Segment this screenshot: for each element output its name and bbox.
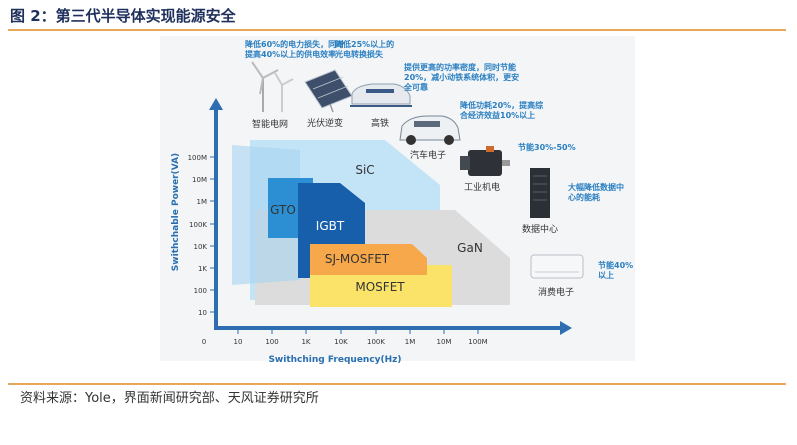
y-axis-title: Swithchable Power(VA) xyxy=(171,153,181,271)
pv-annotation-line: 降低25%以上的 xyxy=(335,39,394,49)
x-tick-label: 10K xyxy=(334,338,348,346)
y-tick-marks xyxy=(210,156,216,313)
pv-inverter-label: 光伏逆变 xyxy=(307,117,343,129)
x-tick-label: 10M xyxy=(437,338,452,346)
top-rule xyxy=(8,29,786,31)
bottom-rule xyxy=(8,383,786,385)
motor-annotation-line: 节能30%-50% xyxy=(518,142,576,152)
igbt-label: IGBT xyxy=(316,219,345,233)
x-tick-label: 1M xyxy=(405,338,416,346)
server-rack-icon xyxy=(530,168,550,218)
sj-mosfet-label: SJ-MOSFET xyxy=(325,252,390,266)
ev-annotation-line: 降低功耗20%，提高综 xyxy=(460,100,543,110)
smart-grid-annotation-line: 降低60%的电力损失，同时 xyxy=(245,39,344,49)
y-tick-label: 10K xyxy=(194,243,208,251)
ev-annotation-line: 合经济效益10%以上 xyxy=(459,110,535,120)
y-tick-label: 10M xyxy=(192,176,207,184)
high-speed-rail-label: 高铁 xyxy=(371,117,389,129)
x-axis-title: Swithching Frequency(Hz) xyxy=(268,355,401,365)
data-center-annotation-line: 大幅降低数据中 xyxy=(568,182,624,192)
x-tick-label: 100 xyxy=(265,338,278,346)
wind-turbine-icon xyxy=(251,61,294,112)
industrial-motor-label: 工业机电 xyxy=(464,181,500,193)
consumer-label: 消费电子 xyxy=(538,286,574,298)
ev-label: 汽车电子 xyxy=(410,149,446,161)
mosfet-label: MOSFET xyxy=(355,280,405,294)
gto-label: GTO xyxy=(270,203,296,217)
figure-title: 图 2：第三代半导体实现能源安全 xyxy=(10,7,236,25)
y-tick-label: 100K xyxy=(189,221,207,229)
gan-label: GaN xyxy=(457,241,483,255)
rail-annotation-line: 20%，减小动铁系统体积，更安 xyxy=(404,72,519,82)
sic-label: SiC xyxy=(355,163,374,177)
x-axis-arrow xyxy=(560,321,572,335)
x-tick-label: 0 xyxy=(202,338,206,346)
x-tick-label: 10 xyxy=(234,338,243,346)
consumer-annotation-line: 以上 xyxy=(598,270,614,280)
pv-annotation-line: 光电转换损失 xyxy=(334,49,384,59)
x-tick-marks xyxy=(237,328,479,334)
x-tick-label: 100M xyxy=(468,338,487,346)
smart-grid-annotation-line: 提高40%以上的供电效率 xyxy=(245,49,336,59)
x-tick-label: 100K xyxy=(367,338,385,346)
rail-annotation-line: 全可靠 xyxy=(403,82,428,92)
figure-source: 资料来源：Yole，界面新闻研究部、天风证券研究所 xyxy=(20,391,319,406)
sj-mosfet-region xyxy=(310,244,427,275)
industrial-motor-icon xyxy=(460,146,510,176)
y-tick-label: 100M xyxy=(188,154,207,162)
high-speed-train-icon xyxy=(350,83,412,107)
y-tick-label: 100 xyxy=(194,287,207,295)
rail-annotation-line: 提供更高的功率密度，同时节能 xyxy=(404,62,516,72)
y-tick-label: 1M xyxy=(197,198,208,206)
electric-car-icon xyxy=(399,115,461,145)
y-axis-arrow xyxy=(209,98,223,110)
solar-panel-icon xyxy=(304,69,353,113)
data-center-label: 数据中心 xyxy=(522,223,558,235)
y-tick-label: 1K xyxy=(198,265,207,273)
x-tick-label: 1K xyxy=(301,338,310,346)
smart-grid-label: 智能电网 xyxy=(252,118,288,130)
consumer-annotation-line: 节能40% xyxy=(598,260,633,270)
y-tick-label: 10 xyxy=(198,309,207,317)
data-center-annotation-line: 心的能耗 xyxy=(568,192,600,202)
air-conditioner-icon xyxy=(530,254,584,279)
